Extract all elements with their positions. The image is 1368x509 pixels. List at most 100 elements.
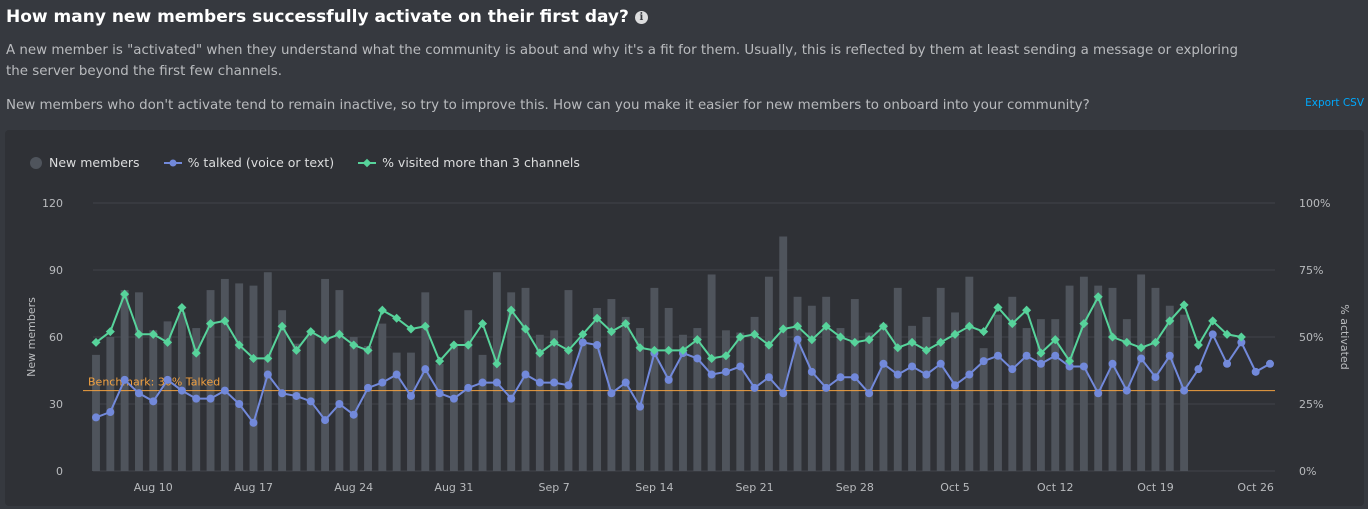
x-tick-label: Sep 7 [539,481,570,494]
description-improve: New members who don't activate tend to r… [6,98,1090,113]
talked-point [593,341,602,350]
new-members-bar [865,332,874,471]
talked-point [1251,367,1260,376]
new-members-bar [736,332,745,471]
new-members-bar [235,283,244,471]
legend-item-visited[interactable]: % visited more than 3 channels [358,155,580,170]
visited-point [220,316,230,326]
talked-point [507,394,516,403]
talked-point [807,367,816,376]
y-right-tick-label: 0% [1299,465,1316,478]
talked-point [1008,365,1017,374]
talked-point [106,408,115,417]
talked-point [278,389,287,398]
new-members-bar [550,330,559,471]
new-members-bar [893,287,902,471]
legend-label-talked: % talked (voice or text) [187,155,335,170]
new-members-bar [979,348,988,471]
new-members-bar [1094,285,1103,471]
new-members-bar [779,236,788,471]
talked-point [836,373,845,382]
talked-point [378,378,387,387]
benchmark-label: Benchmark: 30% Talked [88,376,220,389]
talked-point [1180,386,1189,395]
new-members-bar [1079,276,1088,471]
talked-point [793,335,802,344]
x-tick-label: Aug 10 [134,481,173,494]
new-members-bar [879,323,888,471]
chart-panel: New members % talked (voice or text) % v… [5,130,1364,506]
new-members-bar [92,354,100,471]
x-tick-label: Sep 28 [836,481,874,494]
visited-point [807,335,817,345]
new-members-bar [1008,296,1017,471]
new-members-bar [364,345,372,471]
talked-point [750,383,759,392]
legend-item-new-members[interactable]: New members [29,155,140,170]
talked-point [478,378,487,387]
description-activation: A new member is "activated" when they un… [6,43,1238,79]
new-members-bar [492,272,501,471]
new-members-bar [206,290,215,471]
new-members-bar [1022,328,1031,471]
legend-item-talked[interactable]: % talked (voice or text) [163,155,335,170]
new-members-bar [321,278,330,471]
visited-point [105,327,115,337]
new-members-bar [679,334,687,471]
x-tick-label: Aug 17 [234,481,273,494]
talked-point [406,391,415,400]
y-left-tick-label: 90 [49,264,63,277]
talked-point [951,381,960,390]
talked-point [764,373,773,382]
talked-point [1079,362,1088,371]
talked-point [92,413,100,422]
talked-point [464,383,473,392]
talked-point [177,386,186,395]
talked-point [879,359,888,368]
talked-point [435,389,444,398]
x-tick-label: Oct 26 [1237,481,1274,494]
new-members-bar [421,292,430,471]
talked-point [306,397,315,406]
talked-point [1122,386,1131,395]
talked-point [1051,351,1060,360]
talked-point [1266,359,1274,368]
new-members-bar [951,312,959,471]
talked-point [636,402,645,411]
talked-point [392,370,401,379]
visited-point [91,337,101,347]
new-members-bar [1165,305,1174,471]
visited-swatch [358,158,377,167]
x-tick-label: Sep 14 [635,481,673,494]
talked-point [1223,359,1232,368]
y-left-tick-label: 60 [49,331,63,344]
activation-chart: 0 30 60 90 120 0% 25% 50% 75% 100% New members % ac… [25,197,1351,494]
x-tick-label: Aug 24 [334,481,373,494]
talked-point [521,370,530,379]
export-csv-link[interactable]: Export CSV [1305,97,1364,109]
y-left-tick-label: 120 [42,197,63,210]
talked-point [206,394,215,403]
talked-point [249,418,258,427]
x-tick-label: Oct 19 [1137,481,1174,494]
visited-point [1022,305,1032,315]
y-right-tick-label: 75% [1299,264,1323,277]
new-members-bar [922,316,931,471]
talked-point [1036,359,1045,368]
x-tick-label: Sep 21 [735,481,773,494]
talked-point [1194,365,1203,374]
visited-point [1193,340,1203,350]
talked-point [908,362,917,371]
info-icon[interactable]: i [634,10,648,24]
talked-point [936,359,945,368]
new-members-bar [292,343,301,471]
visited-point [420,321,430,331]
talked-point [134,389,143,398]
new-members-bar [449,343,458,471]
x-tick-label: Oct 12 [1037,481,1074,494]
new-members-swatch [30,156,42,169]
talked-point [1022,351,1031,360]
x-tick-label: Aug 31 [434,481,473,494]
talked-point [1137,354,1146,363]
visited-point [592,313,602,323]
